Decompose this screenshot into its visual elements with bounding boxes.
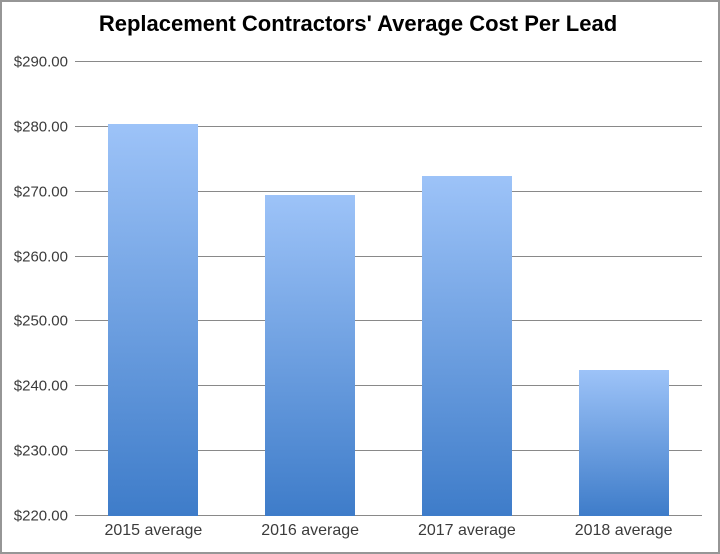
gridline bbox=[75, 450, 702, 452]
gridline bbox=[75, 320, 702, 322]
bar-2016-average bbox=[265, 194, 356, 516]
gridline bbox=[75, 61, 702, 62]
y-axis-tick-label: $220.00 bbox=[13, 507, 68, 525]
x-axis-category-label: 2018 average bbox=[574, 522, 673, 539]
bar-2015-average bbox=[108, 123, 199, 516]
y-axis: $220.00 $230.00 $240.00 $250.00 $260.00 $270.… bbox=[2, 54, 68, 525]
y-axis-tick-label: $250.00 bbox=[13, 312, 68, 330]
y-axis-tick-label: $280.00 bbox=[13, 118, 68, 136]
gridline bbox=[75, 385, 702, 387]
plot-area bbox=[75, 61, 702, 516]
x-axis-category-label: 2016 average bbox=[261, 522, 360, 539]
x-axis-category-label: 2017 average bbox=[417, 522, 516, 539]
y-axis-tick-label: $290.00 bbox=[13, 53, 68, 71]
y-axis-tick-label: $230.00 bbox=[13, 442, 68, 460]
gridline bbox=[75, 515, 702, 516]
y-axis-tick-label: $270.00 bbox=[13, 183, 68, 201]
x-axis: 2015 average 2016 average 2017 average 2018… bbox=[75, 522, 702, 546]
gridline bbox=[75, 255, 702, 257]
bar-2018-average bbox=[578, 370, 669, 516]
y-axis-tick-label: $260.00 bbox=[13, 248, 68, 266]
chart-title: Replacement Contractors' Average Cost Pe… bbox=[98, 11, 618, 36]
gridline bbox=[75, 125, 702, 127]
y-axis-tick-label: $240.00 bbox=[13, 377, 68, 395]
bar-2017-average bbox=[421, 175, 512, 516]
x-axis-category-label: 2015 average bbox=[104, 522, 203, 539]
gridline bbox=[75, 190, 702, 192]
